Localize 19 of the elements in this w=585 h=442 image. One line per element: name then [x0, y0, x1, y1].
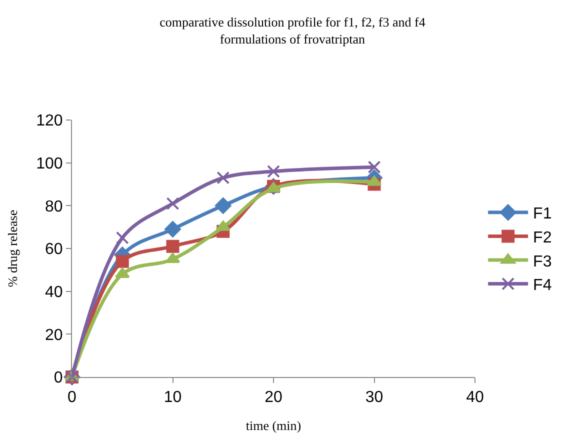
y-tick-label: 20 — [45, 326, 63, 344]
x-tick-label: 40 — [466, 389, 484, 406]
x-axis-title: time (min) — [246, 418, 302, 433]
legend-label: F3 — [533, 253, 552, 270]
y-tick-label: 120 — [36, 112, 63, 130]
y-tick-label: 100 — [36, 155, 63, 172]
chart-title: comparative dissolution profile for f1, f2, f3 and f4 formulations of frovatriptan — [160, 14, 426, 46]
y-tick-label: 60 — [45, 241, 63, 258]
y-tick-label: 0 — [54, 370, 63, 387]
x-tick-label: 0 — [68, 389, 77, 406]
y-axis-title: % drug release — [5, 210, 20, 288]
x-tick-label: 10 — [164, 389, 182, 406]
x-tick-label: 30 — [365, 389, 384, 406]
x-tick-label: 20 — [264, 389, 282, 406]
y-tick-label: 80 — [45, 198, 63, 216]
legend-label: F1 — [533, 206, 552, 223]
legend-label: F2 — [533, 229, 552, 246]
y-tick-label: 40 — [45, 284, 63, 301]
legend-label: F4 — [533, 277, 552, 294]
